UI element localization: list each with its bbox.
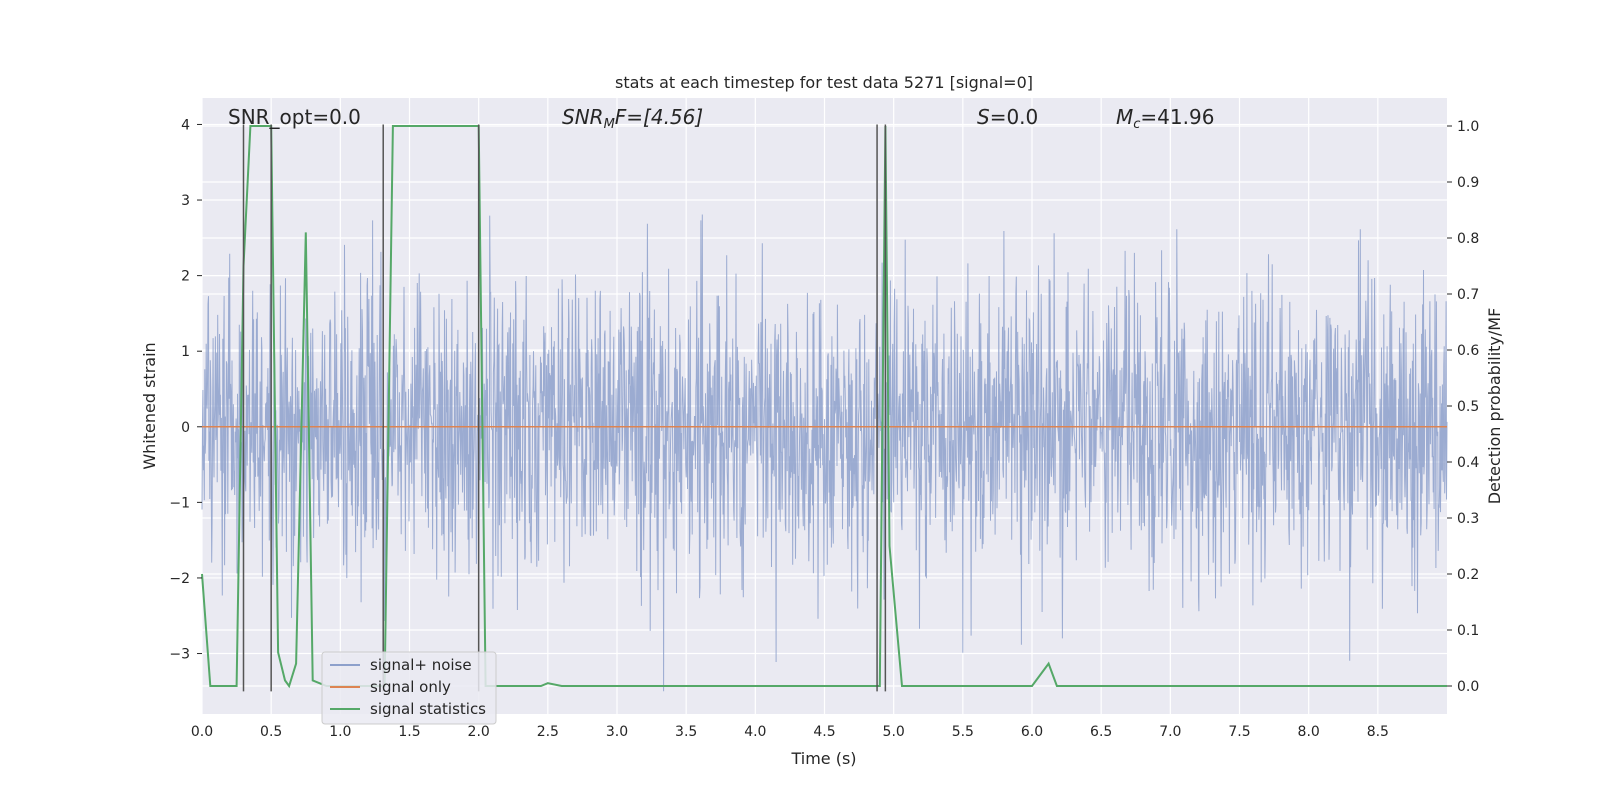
x-tick-label: 7.5	[1228, 724, 1250, 740]
y-tick-label: 2	[181, 269, 190, 285]
y-tick-label: −3	[169, 647, 190, 663]
x-tick-label: 3.0	[606, 724, 628, 740]
x-tick-label: 8.0	[1298, 724, 1320, 740]
y2-tick-label: 0.5	[1457, 399, 1479, 415]
x-tick-label: 4.0	[744, 724, 766, 740]
annotation-s: S=0.0	[977, 105, 1038, 129]
x-tick-label: 2.5	[537, 724, 559, 740]
x-tick-label: 0.0	[191, 724, 213, 740]
x-tick-label: 1.0	[329, 724, 351, 740]
x-tick-label: 4.5	[813, 724, 835, 740]
y-axis-label: Whitened strain	[140, 342, 159, 469]
y-tick-label: −2	[169, 571, 190, 587]
y2-tick-label: 0.6	[1457, 343, 1479, 359]
y-tick-label: 3	[181, 193, 190, 209]
series-signal-noise	[201, 214, 1448, 692]
y2-tick-label: 0.2	[1457, 567, 1479, 583]
x-tick-label: 0.5	[260, 724, 282, 740]
legend-label-signal-noise: signal+ noise	[370, 656, 472, 674]
x-tick-label: 5.0	[883, 724, 905, 740]
y-tick-label: 4	[181, 117, 190, 133]
legend-box	[321, 651, 497, 725]
y2-axis-label: Detection probability/MF	[1485, 308, 1504, 505]
x-axis-label: Time (s)	[790, 749, 856, 768]
y2-tick-label: 1.0	[1457, 119, 1479, 135]
legend-label-signal-only: signal only	[370, 678, 451, 696]
x-tick-label: 6.5	[1090, 724, 1112, 740]
legend-label-signal-statistics: signal statistics	[370, 700, 486, 718]
y-tick-label: 0	[181, 420, 190, 436]
y2-tick-label: 0.1	[1457, 623, 1479, 639]
y2-tick-label: 0.8	[1457, 231, 1479, 247]
annotation-snr-opt: SNR_opt=0.0	[228, 105, 361, 129]
x-tick-label: 6.0	[1021, 724, 1043, 740]
y2-tick-label: 0.3	[1457, 511, 1479, 527]
y2-tick-label: 0.7	[1457, 287, 1479, 303]
series-signal-noise-line	[201, 214, 1448, 692]
vertical-lines	[242, 124, 887, 692]
legend: signal+ noise signal only signal statist…	[321, 651, 497, 725]
x-tick-label: 3.5	[675, 724, 697, 740]
y2-tick-label: 0.0	[1457, 679, 1479, 695]
x-tick-label: 1.5	[398, 724, 420, 740]
y2-tick-label: 0.9	[1457, 175, 1479, 191]
annotation-mc: Mc=41.96	[1116, 105, 1214, 132]
annotation-snr-mf: SNRMF=[4.56]	[562, 105, 703, 132]
y2-tick-label: 0.4	[1457, 455, 1479, 471]
tick-labels: 0.0 0.5 1.0 1.5 2.0 2.5 3.0 3.5 4.0 4.5 5.0 5.5 6.0 6…	[169, 117, 1479, 740]
x-tick-label: 7.0	[1159, 724, 1181, 740]
y-tick-label: 1	[181, 344, 190, 360]
x-tick-label: 5.5	[952, 724, 974, 740]
y-tick-label: −1	[169, 495, 190, 511]
x-tick-label: 8.5	[1367, 724, 1389, 740]
x-tick-label: 2.0	[468, 724, 490, 740]
chart-title: stats at each timestep for test data 527…	[615, 73, 1033, 92]
